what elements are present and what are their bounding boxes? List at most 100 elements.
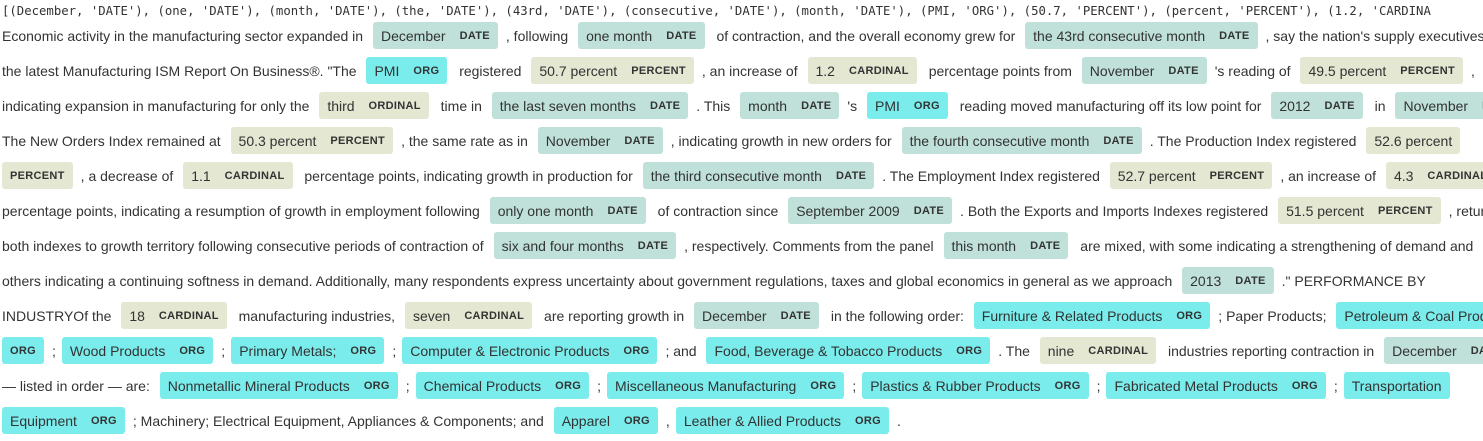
entity-org: Food, Beverage & Tobacco Products ORG bbox=[706, 337, 991, 364]
entity-text: 1.2 bbox=[815, 62, 835, 79]
text-line: Equipment ORG ; Machinery; Electrical Equi… bbox=[2, 403, 901, 438]
entity-text: Nonmetallic Mineral Products bbox=[167, 377, 350, 394]
entity-text: Wood Products bbox=[69, 342, 166, 359]
entity-date: 2012 DATE bbox=[1271, 92, 1363, 119]
text-segment: ; bbox=[221, 342, 226, 359]
text-segment: are mixed, with some indicating a streng… bbox=[1076, 237, 1474, 254]
entity-cardinal: 18 CARDINAL bbox=[121, 302, 227, 329]
text-segment: , say the nation's supply executives in bbox=[1265, 27, 1483, 44]
text-segment: percentage points, indicating growth in … bbox=[300, 167, 637, 184]
text-segment: , bbox=[665, 412, 670, 429]
entity-label: ORG bbox=[363, 379, 390, 392]
text-segment: ; bbox=[1096, 377, 1101, 394]
text-segment: ; bbox=[1333, 377, 1338, 394]
text-segment: , a decrease of bbox=[80, 167, 178, 184]
entity-date: December DATE bbox=[694, 302, 819, 329]
text-segment: ." PERFORMANCE BY bbox=[1281, 272, 1426, 289]
entity-label: PERCENT bbox=[631, 64, 686, 77]
entity-cardinal: 1.2 CARDINAL bbox=[807, 57, 917, 84]
entity-org: Apparel ORG bbox=[553, 407, 658, 434]
entity-label: ORG bbox=[179, 344, 206, 357]
entity-label: PERCENT bbox=[330, 134, 386, 147]
entity-text: Petroleum & Coal Products bbox=[1344, 307, 1483, 324]
entity-label: CARDINAL bbox=[1427, 169, 1483, 182]
text-segment: ; Machinery; Electrical Equipment, Appli… bbox=[132, 412, 548, 429]
text-segment: industries reporting contraction in bbox=[1164, 342, 1379, 359]
entity-text: six and four months bbox=[501, 237, 624, 254]
entity-text: third bbox=[327, 97, 355, 114]
text-segment: others indicating a continuing softness … bbox=[2, 272, 1177, 289]
entity-org: Fabricated Metal Products ORG bbox=[1106, 372, 1326, 399]
entity-label: ORG bbox=[555, 379, 582, 392]
text-segment: 's reading of bbox=[1214, 62, 1295, 79]
text-segment: ; and bbox=[665, 342, 701, 359]
text-segment: in the following order: bbox=[826, 307, 968, 324]
entity-text: 50.7 percent bbox=[539, 62, 618, 79]
entity-label: DATE bbox=[1324, 99, 1355, 112]
entity-date: the last seven months DATE bbox=[491, 92, 689, 119]
entity-text: 4.3 bbox=[1393, 167, 1414, 184]
entity-text: Computer & Electronic Products bbox=[410, 342, 610, 359]
entity-percent: PERCENT bbox=[2, 162, 73, 189]
entity-text: Fabricated Metal Products bbox=[1114, 377, 1278, 394]
entity-text: Primary Metals; bbox=[239, 342, 337, 359]
entity-percent: 50.7 percent PERCENT bbox=[531, 57, 694, 84]
text-line: the latest Manufacturing ISM Report On B… bbox=[2, 53, 1475, 88]
text-segment: , respectively. Comments from the panel bbox=[684, 237, 938, 254]
text-line: The New Orders Index remained at 50.3 pe… bbox=[2, 123, 1461, 158]
entity-org: Wood Products ORG bbox=[61, 337, 214, 364]
entity-label: DATE bbox=[637, 239, 669, 252]
entity-org: PMI ORG bbox=[366, 57, 448, 84]
entity-date: the 43rd consecutive month DATE bbox=[1025, 22, 1258, 49]
entity-label: DATE bbox=[1103, 134, 1134, 147]
entity-tuple-list: [(December, 'DATE'), (one, 'DATE'), (mon… bbox=[2, 4, 1431, 18]
entity-cardinal: 1.1 CARDINAL bbox=[183, 162, 293, 189]
entity-date: December DATE bbox=[1384, 337, 1483, 364]
entity-text: month bbox=[748, 97, 788, 114]
entity-label: DATE bbox=[913, 204, 945, 217]
entity-org: Furniture & Related Products ORG bbox=[973, 302, 1211, 329]
text-line: others indicating a continuing softness … bbox=[2, 263, 1426, 298]
entity-label: PERCENT bbox=[1377, 204, 1433, 217]
entity-text: 52.6 percent bbox=[1374, 132, 1453, 149]
entity-date: only one month DATE bbox=[489, 197, 646, 224]
entity-cardinal: seven CARDINAL bbox=[404, 302, 533, 329]
entity-label: DATE bbox=[780, 309, 811, 322]
entity-org: Nonmetallic Mineral Products ORG bbox=[159, 372, 398, 399]
entity-org: PMI ORG bbox=[866, 92, 948, 119]
text-segment: ; bbox=[597, 377, 602, 394]
entity-text: Apparel bbox=[561, 412, 610, 429]
entity-date: one month DATE bbox=[578, 22, 705, 49]
text-segment: manufacturing industries, bbox=[234, 307, 399, 324]
entity-label: PERCENT bbox=[1400, 64, 1455, 77]
entity-org: Primary Metals; ORG bbox=[231, 337, 385, 364]
entity-date: 2013 DATE bbox=[1182, 267, 1274, 294]
entity-percent: 50.3 percent PERCENT bbox=[230, 127, 394, 154]
entity-label: ORG bbox=[810, 379, 837, 392]
entity-percent: 52.7 percent PERCENT bbox=[1109, 162, 1273, 189]
entity-label: DATE bbox=[801, 99, 832, 112]
entity-text: Miscellaneous Manufacturing bbox=[615, 377, 797, 394]
text-segment: of contraction, and the overall economy … bbox=[712, 27, 1020, 44]
entity-label: ORG bbox=[623, 344, 650, 357]
entity-text: the last seven months bbox=[499, 97, 636, 114]
entity-text: November bbox=[1403, 97, 1469, 114]
entity-date: this month DATE bbox=[943, 232, 1069, 259]
entity-label: ORG bbox=[413, 64, 440, 77]
entity-label: DATE bbox=[1168, 64, 1199, 77]
entity-text: 51.5 percent bbox=[1286, 202, 1364, 219]
entity-text: the 43rd consecutive month bbox=[1033, 27, 1206, 44]
entity-label: CARDINAL bbox=[224, 169, 285, 182]
text-segment: , returning bbox=[1448, 202, 1483, 219]
entity-label: ORG bbox=[90, 414, 117, 427]
text-segment: . The Employment Index registered bbox=[882, 167, 1104, 184]
entity-label: DATE bbox=[1030, 239, 1061, 252]
entity-text: September 2009 bbox=[796, 202, 900, 219]
entity-org: Plastics & Rubber Products ORG bbox=[862, 372, 1089, 399]
entity-label: DATE bbox=[835, 169, 867, 182]
entity-label: DATE bbox=[1235, 274, 1266, 287]
entity-label: DATE bbox=[1470, 344, 1483, 357]
entity-label: ORG bbox=[1176, 309, 1203, 322]
entity-label: CARDINAL bbox=[158, 309, 219, 322]
